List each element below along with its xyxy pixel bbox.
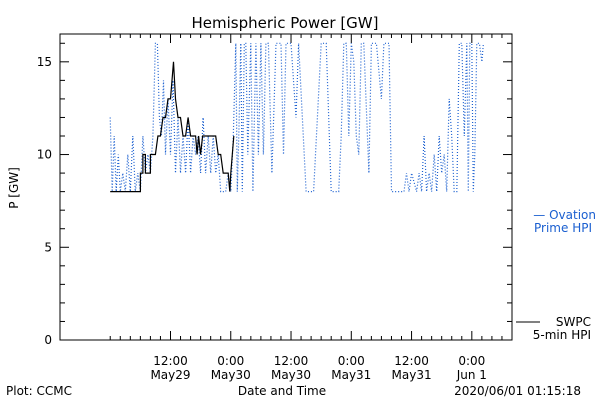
x-tick-label-time: 0:00 xyxy=(338,354,365,368)
ovation-series-line xyxy=(109,42,484,193)
swpc-series-line xyxy=(110,61,235,193)
x-tick-label-date: May31 xyxy=(392,368,432,382)
plot-area: 05101512:00May290:00May3012:00May300:00M… xyxy=(37,33,513,382)
legend-swpc-line2: 5-min HPI xyxy=(533,328,591,342)
x-tick-label-time: 12:00 xyxy=(394,354,429,368)
x-tick-label-time: 0:00 xyxy=(217,354,244,368)
legend-ovation-line1: — Ovation xyxy=(533,208,596,222)
x-tick-label-date: May30 xyxy=(211,368,251,382)
x-tick-label-time: 12:00 xyxy=(274,354,309,368)
y-tick-label: 0 xyxy=(44,333,52,347)
x-tick-label-date: Jun 1 xyxy=(456,368,487,382)
y-tick-label: 15 xyxy=(37,55,52,69)
footer-timestamp: 2020/06/01 01:15:18 xyxy=(454,384,581,398)
plot-frame xyxy=(59,33,513,341)
legend-swpc-line1: SWPC xyxy=(556,315,591,329)
x-tick-label-date: May30 xyxy=(271,368,311,382)
x-axis-label: Date and Time xyxy=(238,384,326,398)
footer-plot-credit: Plot: CCMC xyxy=(6,384,72,398)
legend-ovation-line2: Prime HPI xyxy=(534,221,592,235)
x-tick-label-date: May31 xyxy=(331,368,371,382)
chart-title: Hemispheric Power [GW] xyxy=(192,14,379,32)
x-tick-label-date: May29 xyxy=(150,368,190,382)
x-tick-label-time: 12:00 xyxy=(153,354,188,368)
x-tick-label-time: 0:00 xyxy=(458,354,485,368)
y-tick-label: 10 xyxy=(37,148,52,162)
y-tick-label: 5 xyxy=(44,240,52,254)
y-axis-label: P [GW] xyxy=(7,167,21,209)
